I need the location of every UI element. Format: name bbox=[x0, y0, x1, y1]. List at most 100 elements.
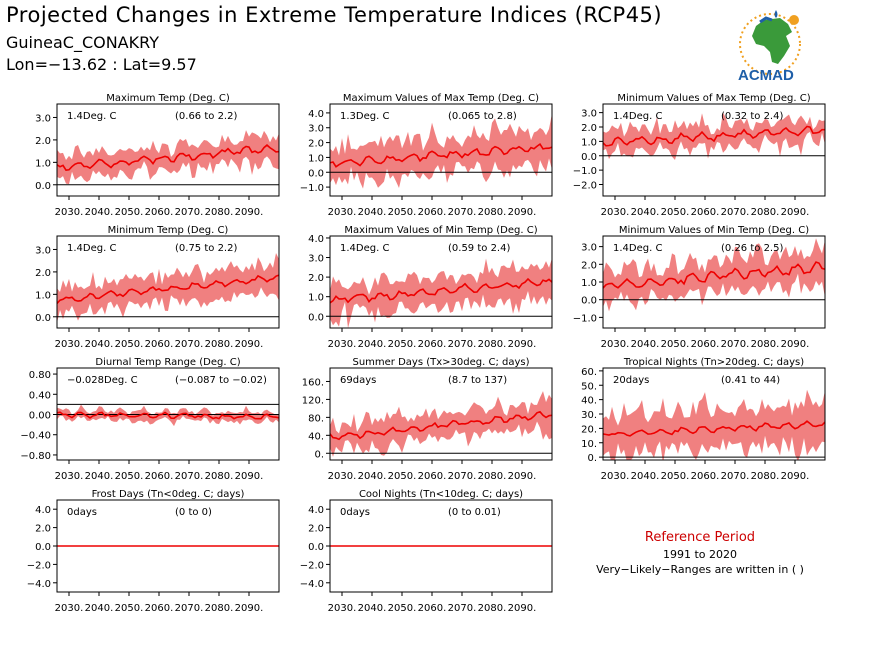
y-tick-label: 2.0 bbox=[35, 524, 51, 535]
y-tick-label: 2.0 bbox=[581, 260, 597, 271]
reference-years: 1991 to 2020 bbox=[662, 548, 738, 561]
y-tick-label: −1.0 bbox=[573, 166, 597, 177]
y-tick-label: 2.0 bbox=[308, 524, 324, 535]
y-tick-label: −2.0 bbox=[300, 560, 324, 571]
x-tick-label: 2070. bbox=[721, 471, 750, 482]
chart-title: Maximum Values of Min Temp (Deg. C) bbox=[344, 225, 537, 236]
x-tick-label: 2070. bbox=[175, 339, 204, 350]
x-tick-label: 2070. bbox=[448, 339, 477, 350]
chart-panel-6: −1.0 0.0 1.0 2.0 3.0 2030. 2040. 2050. 2060. 2070… bbox=[573, 225, 826, 350]
x-tick-label: 2060. bbox=[145, 603, 174, 614]
x-tick-label: 2050. bbox=[388, 339, 417, 350]
x-tick-label: 2030. bbox=[601, 471, 630, 482]
x-tick-label: 2080. bbox=[478, 207, 507, 218]
x-tick-label: 2090. bbox=[508, 207, 537, 218]
x-tick-label: 2090. bbox=[235, 603, 264, 614]
median-value: 1.4Deg. C bbox=[613, 243, 662, 254]
y-tick-label: 60. bbox=[581, 367, 597, 378]
x-tick-label: 2040. bbox=[358, 207, 387, 218]
y-tick-label: 4.0 bbox=[308, 109, 324, 120]
y-tick-label: 50. bbox=[581, 381, 597, 392]
likely-range: (0.26 to 2.5) bbox=[721, 243, 783, 254]
likely-range: (8.7 to 137) bbox=[448, 375, 507, 386]
x-tick-label: 2080. bbox=[478, 603, 507, 614]
x-tick-label: 2070. bbox=[175, 471, 204, 482]
likely-range: (−0.087 to −0.02) bbox=[175, 375, 267, 386]
median-line bbox=[57, 144, 279, 171]
chart-panel-7: −0.80 −0.40 0.00 0.40 0.80 2030. 2040. 2050. 206… bbox=[20, 357, 280, 482]
x-tick-label: 2040. bbox=[85, 603, 114, 614]
y-tick-label: 1.0 bbox=[35, 158, 51, 169]
chart-title: Tropical Nights (Tn>20deg. C; days) bbox=[623, 357, 804, 368]
reference-note: Very−Likely−Ranges are written in ( ) bbox=[596, 563, 804, 576]
x-tick-label: 2060. bbox=[418, 339, 447, 350]
median-line bbox=[603, 261, 825, 289]
chart-title: Frost Days (Tn<0deg. C; days) bbox=[92, 489, 245, 500]
y-tick-label: 120. bbox=[302, 395, 324, 406]
y-tick-label: 3.0 bbox=[581, 109, 597, 120]
chart-panel-11: −4.0 −2.0 0.0 2.0 4.0 2030. 2040. 2050. 2060. 207… bbox=[300, 489, 553, 614]
y-tick-label: 0.0 bbox=[35, 542, 51, 553]
median-value: 0days bbox=[67, 507, 97, 518]
y-tick-label: −1.0 bbox=[573, 313, 597, 324]
logo-text: ACMAD bbox=[738, 67, 794, 84]
chart-panel-9: 0. 10. 20. 30. 40. 50. 60. 2030. 2040. 2050. 2060.… bbox=[581, 357, 826, 482]
y-tick-label: −1.0 bbox=[300, 183, 324, 194]
x-tick-label: 2080. bbox=[751, 471, 780, 482]
x-tick-label: 2060. bbox=[691, 339, 720, 350]
y-tick-label: 0.0 bbox=[35, 313, 51, 324]
x-tick-label: 2060. bbox=[691, 471, 720, 482]
median-value: 1.4Deg. C bbox=[340, 243, 389, 254]
y-tick-label: 2.0 bbox=[308, 139, 324, 150]
x-tick-label: 2040. bbox=[85, 207, 114, 218]
x-tick-label: 2060. bbox=[145, 207, 174, 218]
y-tick-label: −0.80 bbox=[20, 451, 51, 462]
x-tick-label: 2090. bbox=[235, 207, 264, 218]
median-line bbox=[57, 411, 279, 420]
plot-area bbox=[603, 238, 825, 312]
chart-title: Maximum Values of Max Temp (Deg. C) bbox=[343, 93, 539, 104]
y-tick-label: 4.0 bbox=[35, 505, 51, 516]
x-tick-label: 2080. bbox=[478, 471, 507, 482]
y-tick-label: 40. bbox=[308, 431, 324, 442]
chart-panel-10: −4.0 −2.0 0.0 2.0 4.0 2030. 2040. 2050. 2060. 207… bbox=[27, 489, 280, 614]
x-tick-label: 2080. bbox=[205, 603, 234, 614]
x-tick-label: 2080. bbox=[205, 207, 234, 218]
y-tick-label: 1.0 bbox=[581, 278, 597, 289]
chart-title: Diurnal Temp Range (Deg. C) bbox=[95, 357, 240, 368]
y-tick-label: 10. bbox=[581, 439, 597, 450]
y-tick-label: 80. bbox=[308, 413, 324, 424]
range-band bbox=[330, 258, 552, 328]
x-tick-label: 2060. bbox=[418, 471, 447, 482]
x-tick-label: 2080. bbox=[751, 207, 780, 218]
x-tick-label: 2030. bbox=[601, 207, 630, 218]
y-tick-label: 3.0 bbox=[35, 245, 51, 256]
y-tick-label: 0.0 bbox=[581, 296, 597, 307]
x-tick-label: 2070. bbox=[175, 603, 204, 614]
x-tick-label: 2040. bbox=[631, 207, 660, 218]
x-tick-label: 2070. bbox=[721, 207, 750, 218]
x-tick-label: 2070. bbox=[448, 471, 477, 482]
y-tick-label: 2.0 bbox=[35, 268, 51, 279]
x-tick-label: 2030. bbox=[601, 339, 630, 350]
x-tick-label: 2060. bbox=[145, 339, 174, 350]
x-tick-label: 2040. bbox=[631, 339, 660, 350]
x-tick-label: 2040. bbox=[358, 339, 387, 350]
y-tick-label: 2.0 bbox=[35, 136, 51, 147]
reference-title: Reference Period bbox=[644, 530, 756, 545]
acmad-logo: ACMAD bbox=[738, 10, 801, 84]
x-tick-label: 2050. bbox=[115, 471, 144, 482]
x-tick-label: 2090. bbox=[235, 339, 264, 350]
x-tick-label: 2090. bbox=[235, 471, 264, 482]
y-tick-label: 0.0 bbox=[308, 312, 324, 323]
median-line bbox=[57, 274, 279, 304]
plot-area bbox=[603, 389, 825, 460]
x-tick-label: 2080. bbox=[205, 471, 234, 482]
median-value: 0days bbox=[340, 507, 370, 518]
station-coords: Lon=−13.62 : Lat=9.57 bbox=[6, 55, 197, 74]
y-tick-label: −2.0 bbox=[27, 560, 51, 571]
y-tick-label: −4.0 bbox=[27, 579, 51, 590]
median-value: 1.4Deg. C bbox=[67, 243, 116, 254]
y-tick-label: 0.0 bbox=[35, 181, 51, 192]
x-tick-label: 2050. bbox=[661, 207, 690, 218]
